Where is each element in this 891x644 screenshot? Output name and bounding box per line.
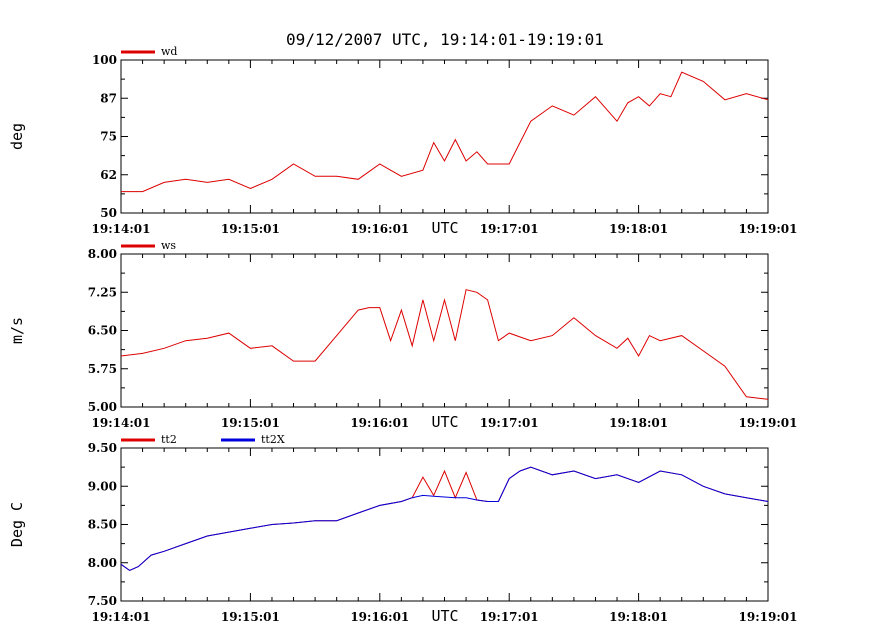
- y-tick-label: 8.50: [88, 518, 117, 532]
- series-line-tt2: [120, 466, 769, 571]
- x-tick-label: 19:15:01: [221, 416, 280, 430]
- x-tick-label: 19:17:01: [480, 610, 539, 624]
- y-tick-label: 9.00: [88, 479, 117, 493]
- y-axis-label: Deg C: [8, 502, 26, 547]
- legend-label: tt2: [161, 433, 177, 446]
- legend-label: tt2X: [261, 433, 285, 446]
- panel-3: 9.50 9.00 8.50 8.00 7.50 19:14:01 19:15:01 19:1…: [8, 433, 797, 625]
- y-axis-label: m/s: [8, 317, 26, 344]
- x-tick-label: 19:14:01: [92, 222, 151, 236]
- y-tick-label: 8.00: [88, 247, 117, 261]
- x-tick-label: 19:18:01: [609, 610, 668, 624]
- y-tick-label: 7.50: [88, 594, 117, 608]
- series-line-wd: [121, 71, 769, 193]
- series-line-tt2X: [120, 466, 769, 571]
- y-tick-label: 5.75: [88, 362, 117, 376]
- x-axis-label: UTC: [431, 413, 458, 431]
- y-tick-label: 87: [100, 91, 117, 105]
- x-tick-label: 19:16:01: [350, 610, 409, 624]
- plot-frame: [120, 59, 769, 214]
- x-tick-label: 19:17:01: [480, 222, 539, 236]
- chart-title: 09/12/2007 UTC, 19:14:01-19:19:01: [286, 30, 604, 49]
- panel-1: 100 87 75 62 50 19:14:01 19:15:01 19:16:01 19:17…: [8, 45, 797, 237]
- x-tick-label: 19:16:01: [350, 416, 409, 430]
- y-tick-label: 5.00: [88, 400, 117, 414]
- y-tick-label: 100: [92, 53, 117, 67]
- x-tick-label: 19:19:01: [739, 416, 798, 430]
- y-axis-label: deg: [8, 123, 26, 150]
- x-axis-label: UTC: [431, 607, 458, 625]
- y-tick-label: 7.25: [88, 285, 117, 299]
- x-tick-label: 19:14:01: [92, 610, 151, 624]
- y-tick-label: 75: [100, 130, 117, 144]
- plot-frame: [120, 253, 769, 408]
- x-tick-label: 19:15:01: [221, 610, 280, 624]
- x-tick-label: 19:16:01: [350, 222, 409, 236]
- legend-label: ws: [161, 239, 176, 252]
- panel-2: 8.00 7.25 6.50 5.75 5.00 19:14:01 19:15:01 19:1…: [8, 239, 797, 431]
- y-tick-label: 8.00: [88, 556, 117, 570]
- x-tick-label: 19:14:01: [92, 416, 151, 430]
- legend-label: wd: [161, 45, 177, 58]
- y-tick-label: 50: [100, 206, 117, 220]
- y-tick-label: 9.50: [88, 441, 117, 455]
- x-tick-label: 19:19:01: [739, 610, 798, 624]
- x-tick-label: 19:18:01: [609, 222, 668, 236]
- series-line-ws: [120, 289, 769, 400]
- y-tick-label: 6.50: [88, 324, 117, 338]
- y-tick-label: 62: [100, 168, 117, 182]
- x-tick-label: 19:19:01: [739, 222, 798, 236]
- x-axis-label: UTC: [431, 219, 458, 237]
- x-tick-label: 19:17:01: [480, 416, 539, 430]
- x-tick-label: 19:15:01: [221, 222, 280, 236]
- x-tick-label: 19:18:01: [609, 416, 668, 430]
